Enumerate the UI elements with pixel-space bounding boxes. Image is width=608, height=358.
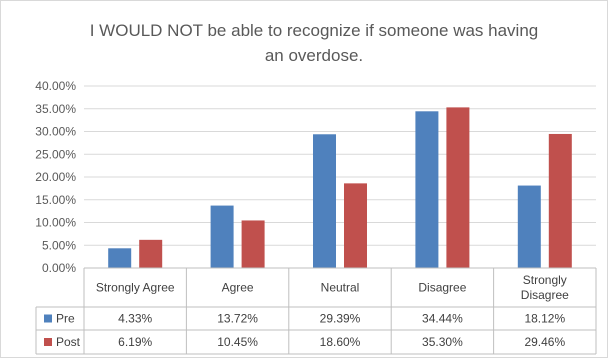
bar-post [344, 183, 367, 268]
data-label: 34.44% [422, 312, 463, 326]
data-label: 18.12% [524, 312, 565, 326]
legend-key-pre [44, 314, 52, 323]
y-tick-label: 30.00% [35, 125, 76, 139]
bar-pre [517, 185, 541, 268]
category-label: Strongly Agree [96, 281, 175, 295]
category-label: Disagree [521, 288, 569, 302]
category-label: Disagree [418, 281, 466, 295]
category-label: Strongly [523, 273, 567, 287]
y-axis: 0.00% 5.00% 10.00% 15.00% 20.00% 25.00% 30.00%… [35, 79, 76, 275]
category-label: Agree [222, 281, 254, 295]
data-label: 29.46% [524, 335, 565, 349]
data-label: 18.60% [320, 335, 361, 349]
y-tick-label: 0.00% [42, 261, 76, 275]
y-tick-label: 25.00% [35, 147, 76, 161]
bar-pre [210, 205, 234, 268]
y-tick-label: 20.00% [35, 170, 76, 184]
bar-post [139, 239, 163, 268]
category-label: Neutral [321, 281, 360, 295]
data-table: Strongly Agree Agree Neutral DisagreeStrong… [35, 267, 597, 355]
bars [108, 107, 572, 268]
series-name: Pre [56, 312, 75, 326]
y-tick-label: 5.00% [42, 238, 76, 252]
bar-pre [108, 248, 132, 268]
bar-pre [415, 111, 439, 268]
data-label: 13.72% [217, 312, 258, 326]
data-label: 6.19% [118, 335, 152, 349]
data-label: 35.30% [422, 335, 463, 349]
data-label: 4.33% [118, 312, 152, 326]
data-label: 29.39% [320, 312, 361, 326]
bar-pre [313, 134, 336, 268]
chart-title-line-1: I WOULD NOT be able to recognize if some… [90, 21, 539, 40]
data-label: 10.45% [217, 335, 258, 349]
y-tick-label: 15.00% [35, 193, 76, 207]
y-tick-label: 35.00% [35, 102, 76, 116]
bar-post [446, 107, 470, 268]
y-tick-label: 10.00% [35, 216, 76, 230]
series-name: Post [56, 335, 81, 349]
bar-post [241, 220, 265, 268]
chart-title-line-2: an overdose. [265, 46, 363, 65]
legend-key-post [44, 338, 52, 346]
y-tick-label: 40.00% [35, 79, 76, 93]
bar-post [548, 133, 572, 268]
